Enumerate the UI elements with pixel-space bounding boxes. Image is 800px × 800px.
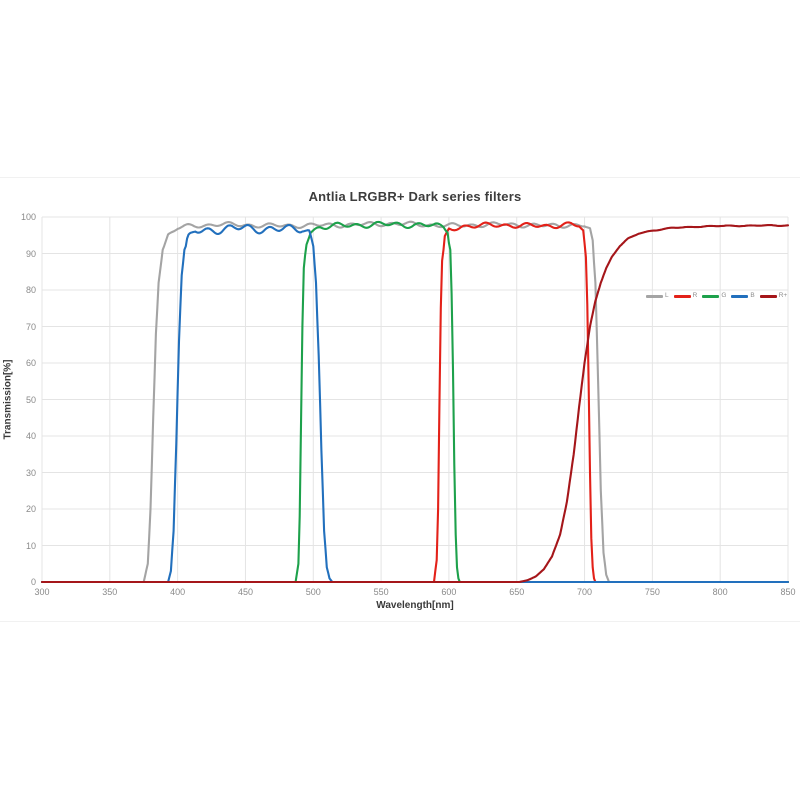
legend-entry-R+: R+ (759, 292, 788, 300)
x-tick-label: 800 (712, 587, 728, 597)
legend-entry-G: G (702, 292, 727, 300)
x-tick-label: 850 (780, 587, 796, 597)
x-tick-label: 450 (237, 587, 253, 597)
chart-legend: L R G B R+ (646, 292, 788, 300)
legend-swatch-G (702, 294, 720, 298)
x-tick-label: 400 (170, 587, 186, 597)
y-tick-label: 0 (30, 577, 36, 587)
legend-label: R (692, 292, 698, 299)
y-tick-label: 30 (25, 467, 36, 478)
y-tick-label: 60 (25, 358, 36, 368)
y-tick-label: 20 (25, 504, 36, 514)
y-tick-label: 70 (25, 321, 36, 332)
series-line-R+ (40, 223, 790, 584)
chart-title: Antlia LRGBR+ Dark series filters (308, 189, 522, 204)
x-axis-title: Wavelength[nm] (376, 600, 454, 611)
photo-top-edge (0, 177, 800, 178)
y-tick-label: 90 (25, 248, 36, 259)
grid-layer (41, 216, 789, 583)
legend-swatch-R (673, 294, 691, 298)
legend-swatch-R+ (759, 294, 777, 298)
y-tick-label: 40 (25, 431, 36, 441)
photo-bottom-edge (0, 621, 800, 622)
legend-entry-R: R (673, 292, 698, 300)
legend-label: G (721, 292, 727, 299)
legend-entry-B: B (731, 292, 755, 300)
y-tick-label: 10 (25, 540, 36, 551)
series-line-L (40, 220, 790, 584)
x-tick-label: 500 (305, 587, 321, 597)
legend-swatch-B (731, 294, 749, 298)
legend-swatch-L (646, 294, 663, 298)
legend-label: R+ (778, 292, 788, 299)
y-tick-label: 80 (25, 285, 36, 295)
y-tick-label: 100 (20, 212, 36, 222)
legend-entry-L: L (646, 292, 669, 300)
legend-label: L (665, 292, 669, 299)
x-tick-label: 750 (644, 587, 660, 597)
x-tick-label: 350 (102, 587, 118, 597)
x-tick-label: 550 (373, 587, 389, 597)
x-tick-label: 300 (34, 587, 50, 597)
x-tick-label: 650 (509, 587, 525, 597)
x-tick-label: 700 (577, 587, 593, 597)
series-layer (40, 220, 790, 584)
legend-label: B (750, 292, 755, 299)
x-tick-label: 600 (441, 587, 457, 597)
y-tick-label: 50 (25, 394, 36, 405)
